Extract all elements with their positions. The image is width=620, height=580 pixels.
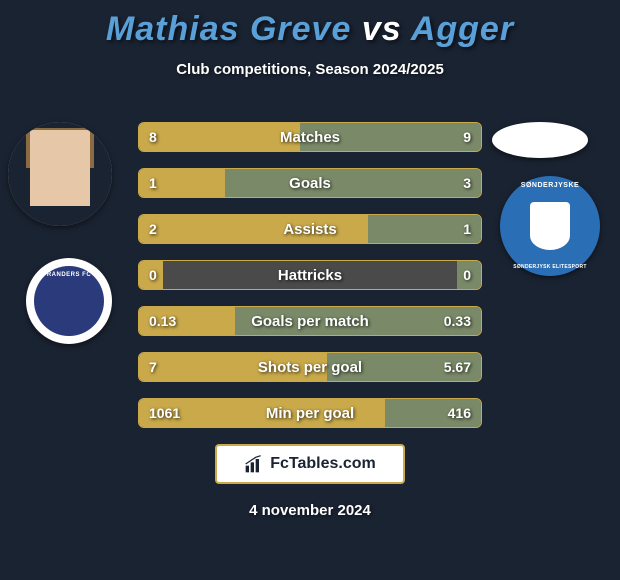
title-vs: vs: [362, 10, 402, 48]
stat-bar-right: [327, 353, 481, 381]
stat-bar-left: [139, 215, 368, 243]
stat-bar-left: [139, 261, 163, 289]
stat-bar-right: [385, 399, 481, 427]
stat-bar-right: [368, 215, 481, 243]
stat-bar-left: [139, 123, 300, 151]
crest-left-shield-icon: RANDERS FC: [34, 266, 104, 336]
stat-row: 13Goals: [138, 168, 482, 198]
club-left-crest: RANDERS FC: [26, 258, 112, 344]
date-label: 4 november 2024: [0, 502, 620, 519]
club-right-crest: SØNDERJYSKE SØNDERJYSK ELITESPORT: [500, 176, 600, 276]
stat-row: 0.130.33Goals per match: [138, 306, 482, 336]
subtitle: Club competitions, Season 2024/2025: [0, 61, 620, 78]
brand-logo-box[interactable]: FcTables.com: [215, 444, 405, 484]
stat-bar-left: [139, 169, 225, 197]
crest-right-bottom-label: SØNDERJYSK ELITESPORT: [500, 264, 600, 270]
chart-icon: [244, 454, 264, 474]
stat-bar-right: [225, 169, 482, 197]
stat-row: 1061416Min per goal: [138, 398, 482, 428]
stat-bar-left: [139, 353, 327, 381]
brand-label: FcTables.com: [270, 455, 376, 473]
title-player-right: Agger: [411, 10, 514, 48]
avatar-placeholder-icon: [8, 122, 112, 226]
stat-bar-right: [457, 261, 481, 289]
title-player-left: Mathias Greve: [106, 10, 351, 48]
player-right-avatar: [492, 122, 588, 158]
player-left-avatar: [8, 122, 112, 226]
crest-left-label: RANDERS FC: [34, 272, 104, 278]
page-title: Mathias Greve vs Agger: [0, 0, 620, 49]
stat-label: Hattricks: [139, 261, 481, 289]
stat-row: 00Hattricks: [138, 260, 482, 290]
stat-bar-left: [139, 307, 235, 335]
crest-right-top-label: SØNDERJYSKE: [500, 182, 600, 189]
stat-row: 21Assists: [138, 214, 482, 244]
stats-container: 89Matches 13Goals 21Assists 00Hattricks 0.13…: [138, 122, 482, 444]
stat-bar-right: [300, 123, 481, 151]
stat-bar-left: [139, 399, 385, 427]
stat-bar-right: [235, 307, 481, 335]
stat-row: 89Matches: [138, 122, 482, 152]
stat-row: 75.67Shots per goal: [138, 352, 482, 382]
crest-right-shield-icon: [530, 202, 570, 250]
